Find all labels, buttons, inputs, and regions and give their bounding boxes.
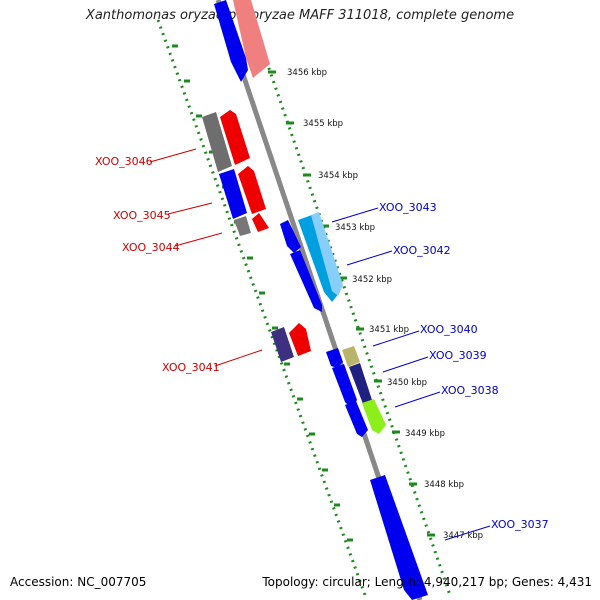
gene-label-XOO_3040[interactable]: XOO_3040 [420,323,478,336]
gene-label-XOO_3043[interactable]: XOO_3043 [379,201,437,214]
forward-ruler-line [156,19,367,596]
gene-label-XOO_3044[interactable]: XOO_3044 [122,241,180,254]
tick-label: 3456 kbp [287,68,327,78]
gene-block[interactable] [219,169,247,219]
gene-arrow[interactable] [326,348,343,368]
tick-label: 3453 kbp [335,223,375,233]
gene-arrow[interactable] [238,166,266,214]
kbp-tick-labels: 3456 kbp 3455 kbp 3454 kbp 3453 kbp 3452… [287,68,483,541]
label-leaders-reverse [331,207,491,541]
gene-arrow[interactable] [214,0,248,82]
gene-label-XOO_3046[interactable]: XOO_3046 [95,155,153,168]
tick-label: 3449 kbp [405,429,445,439]
forward-ruler-ticks [172,44,353,542]
gene-arrow[interactable] [362,399,386,434]
tick-label: 3452 kbp [352,275,392,285]
reverse-ruler-line [260,47,452,596]
gene-arrow[interactable] [233,0,270,78]
gene-block[interactable] [342,346,360,367]
tick-label: 3450 kbp [387,378,427,388]
gene-label-XOO_3045[interactable]: XOO_3045 [113,209,171,222]
gene-label-XOO_3038[interactable]: XOO_3038 [441,384,499,397]
gene-labels: XOO_3046 XOO_3045 XOO_3044 XOO_3041 XOO_… [95,155,549,531]
gene-arrow[interactable] [345,401,368,437]
accession-text: Accession: NC_007705 [10,575,147,589]
tick-label: 3455 kbp [303,119,343,129]
gene-block[interactable] [234,216,251,236]
gene-label-XOO_3039[interactable]: XOO_3039 [429,349,487,362]
gene-arrow[interactable] [289,323,311,356]
gene-label-XOO_3041[interactable]: XOO_3041 [162,361,220,374]
label-leaders-forward [149,148,263,367]
tick-label: 3454 kbp [318,171,358,181]
gene-label-XOO_3042[interactable]: XOO_3042 [393,244,451,257]
tick-label: 3448 kbp [424,480,464,490]
gene-arrow[interactable] [370,475,428,600]
genome-title: Xanthomonas oryzae pv. oryzae MAFF 31101… [85,8,515,23]
tick-label: 3447 kbp [443,531,483,541]
gene-arrow[interactable] [220,110,250,165]
tick-label: 3451 kbp [369,325,409,335]
genome-summary-text: Topology: circular; Length: 4,940,217 bp… [262,575,592,589]
gene-label-XOO_3037[interactable]: XOO_3037 [491,518,549,531]
gene-block[interactable] [202,112,232,172]
gene-arrow[interactable] [290,250,322,312]
gene-block[interactable] [311,212,343,296]
gene-arrow[interactable] [280,220,301,253]
gene-arrow[interactable] [252,213,269,232]
gene-block[interactable] [349,363,372,404]
gene-arrow[interactable] [332,364,357,408]
gene-block[interactable] [271,327,294,362]
